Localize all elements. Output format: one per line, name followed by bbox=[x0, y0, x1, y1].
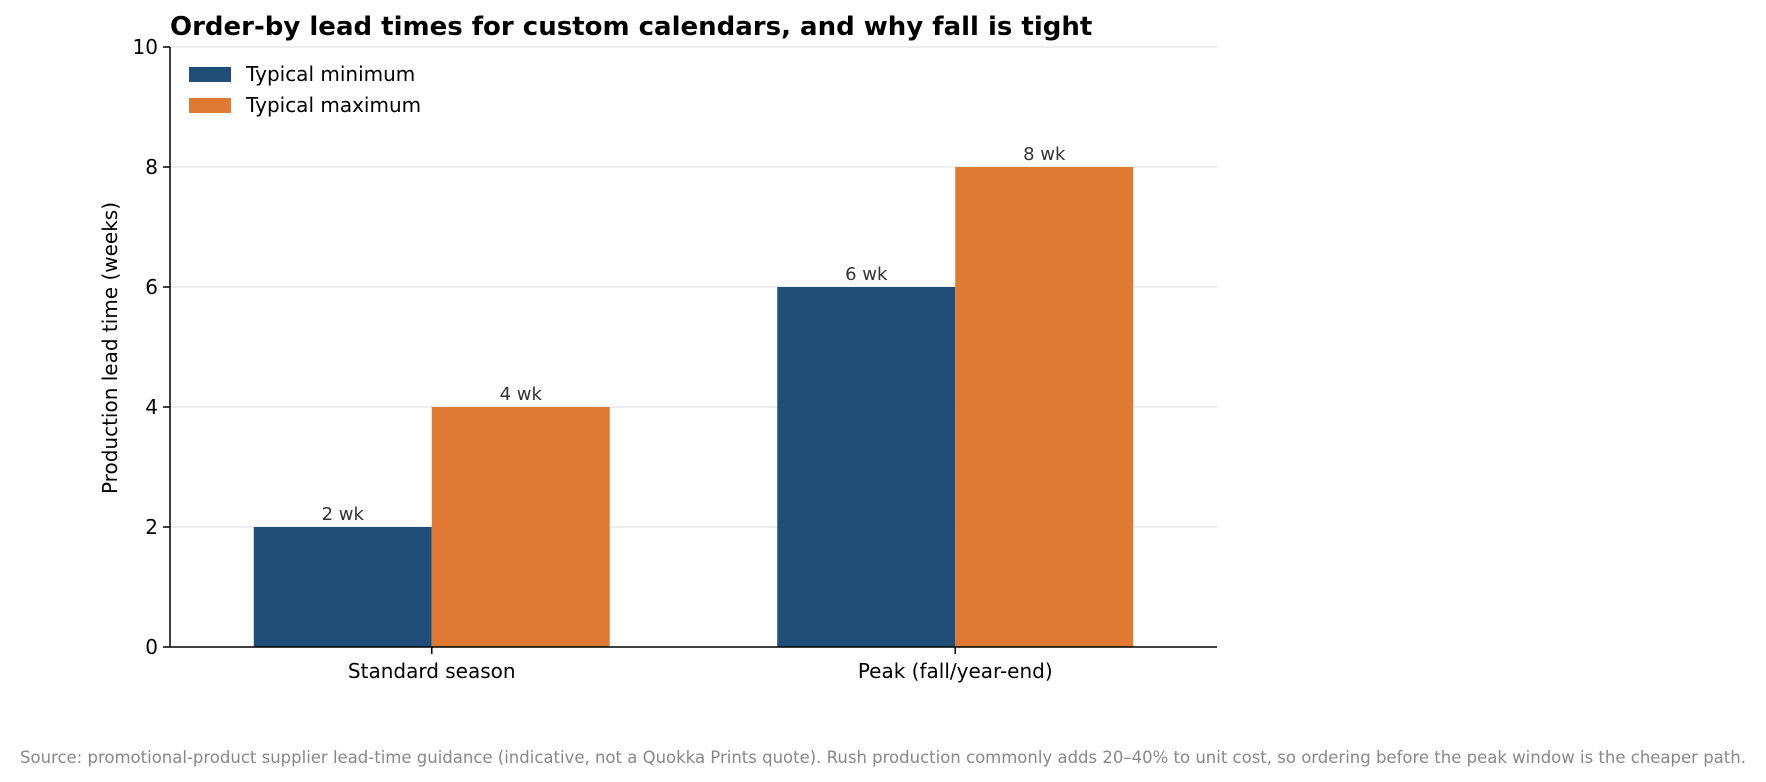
axes: 0 2 4 6 8 10 Standard season Peak (fall/year-en… bbox=[133, 35, 1217, 683]
bar bbox=[777, 287, 956, 647]
y-tick-label: 2 bbox=[145, 515, 158, 539]
legend: Typical minimum Typical maximum bbox=[189, 62, 421, 117]
y-tick-label: 0 bbox=[145, 635, 158, 659]
bar bbox=[955, 167, 1134, 647]
bar bbox=[431, 407, 610, 647]
bar bbox=[253, 527, 432, 647]
x-tick-label: Peak (fall/year-end) bbox=[858, 659, 1053, 683]
chart-title: Order-by lead times for custom calendars… bbox=[170, 12, 1092, 42]
legend-label: Typical maximum bbox=[245, 93, 421, 117]
x-tick-label: Standard season bbox=[348, 659, 516, 683]
legend-label: Typical minimum bbox=[245, 62, 415, 86]
legend-swatch bbox=[189, 98, 231, 113]
bar-value-label: 8 wk bbox=[1023, 144, 1066, 165]
bars bbox=[253, 167, 1134, 647]
source-note: Source: promotional-product supplier lea… bbox=[20, 748, 1746, 767]
y-tick-label: 8 bbox=[145, 155, 158, 179]
bar-value-label: 2 wk bbox=[322, 504, 365, 525]
y-axis-label: Production lead time (weeks) bbox=[98, 202, 122, 494]
y-tick-label: 10 bbox=[133, 35, 158, 59]
bar-value-label: 4 wk bbox=[500, 384, 543, 405]
y-tick-label: 4 bbox=[145, 395, 158, 419]
y-tick-label: 6 bbox=[145, 275, 158, 299]
data-labels: 2 wk 4 wk 6 wk 8 wk bbox=[322, 144, 1066, 525]
legend-swatch bbox=[189, 67, 231, 82]
bar-value-label: 6 wk bbox=[845, 264, 888, 285]
